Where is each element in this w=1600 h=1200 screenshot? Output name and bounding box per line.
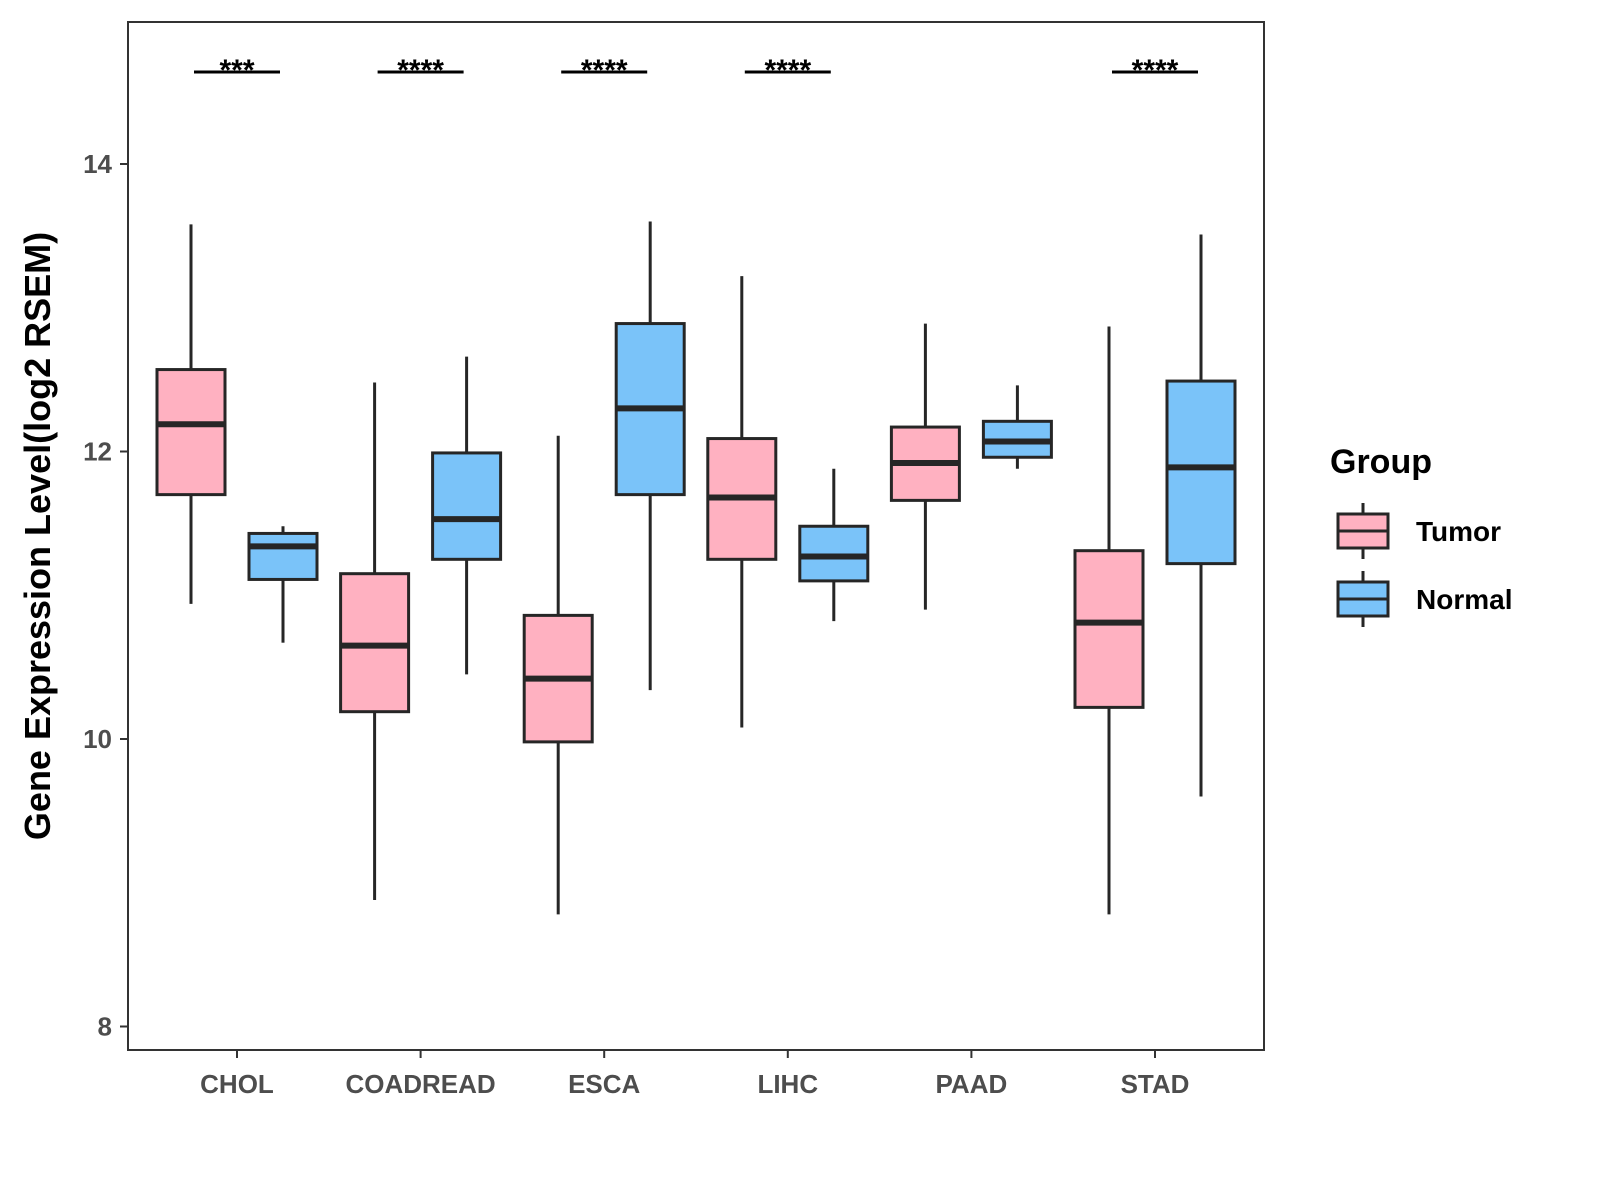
box-iqr xyxy=(155,368,227,497)
box-normal-esca xyxy=(614,221,686,691)
box-iqr xyxy=(431,451,503,561)
legend: Group xyxy=(1330,443,1432,481)
box-tumor-chol xyxy=(155,224,227,604)
x-tick-label: LIHC xyxy=(757,1069,818,1099)
significance-label: **** xyxy=(397,54,444,87)
y-tick-label: 14 xyxy=(83,149,112,179)
box-iqr xyxy=(1073,549,1145,709)
legend-item-tumor: Tumor xyxy=(1336,503,1501,559)
box-tumor-lihc xyxy=(706,276,778,728)
x-tick-label: COADREAD xyxy=(345,1069,495,1099)
y-tick-label: 8 xyxy=(98,1012,112,1042)
box-normal-stad xyxy=(1165,234,1237,797)
y-tick-label: 10 xyxy=(83,724,112,754)
legend-item-normal: Normal xyxy=(1336,571,1512,627)
legend-label: Tumor xyxy=(1416,516,1501,547)
legend-title: Group xyxy=(1330,443,1432,481)
x-tick-label: ESCA xyxy=(568,1069,640,1099)
box-normal-lihc xyxy=(798,468,870,622)
box-tumor-stad xyxy=(1073,326,1145,915)
box-tumor-esca xyxy=(522,435,594,915)
x-tick-label: PAAD xyxy=(936,1069,1008,1099)
significance-label: **** xyxy=(764,54,811,87)
box-normal-coadread xyxy=(431,356,503,675)
y-tick-label: 12 xyxy=(83,437,112,467)
significance-label: *** xyxy=(219,54,254,87)
box-iqr xyxy=(1165,379,1237,566)
legend-label: Normal xyxy=(1416,584,1512,615)
x-tick-label: STAD xyxy=(1121,1069,1190,1099)
x-tick-label: CHOL xyxy=(200,1069,274,1099)
box-normal-paad xyxy=(981,385,1053,469)
y-axis-label: Gene Expression Level(log2 RSEM) xyxy=(17,232,58,840)
box-tumor-paad xyxy=(889,323,961,610)
box-tumor-coadread xyxy=(339,382,411,900)
box-iqr xyxy=(247,531,319,581)
significance-label: **** xyxy=(1132,54,1179,87)
significance-label: **** xyxy=(581,54,628,87)
box-normal-chol xyxy=(247,526,319,643)
